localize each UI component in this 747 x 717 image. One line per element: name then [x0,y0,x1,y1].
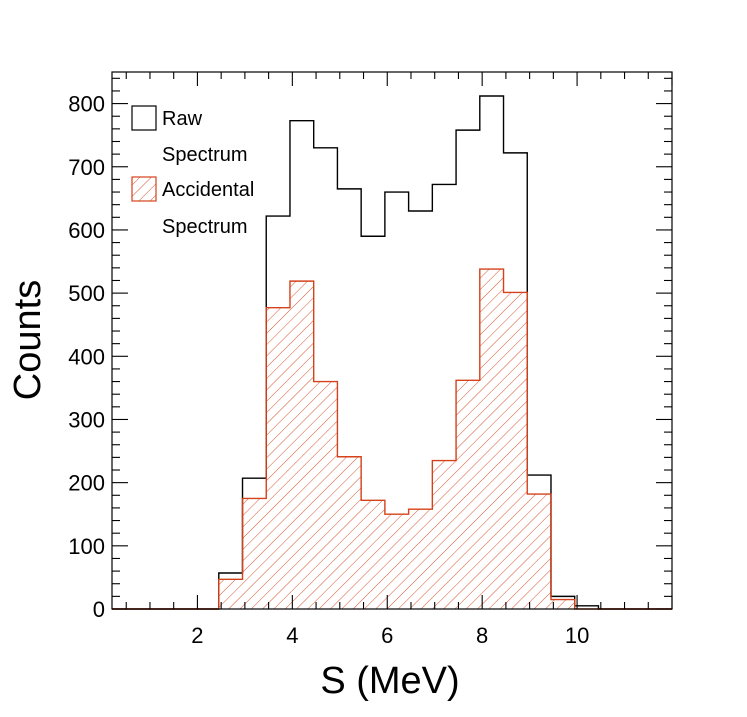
accidental-spectrum-fill [112,269,672,609]
y-tick-labels: 0 100 200 300 400 500 600 700 800 [68,92,105,622]
x-tick-label: 8 [476,623,488,648]
y-tick-label: 100 [68,534,105,559]
y-tick-label: 600 [68,218,105,243]
y-tick-label: 800 [68,92,105,117]
x-tick-label: 6 [381,623,393,648]
y-axis-title: Counts [7,280,49,400]
x-tick-label: 4 [286,623,298,648]
legend-label-raw-line2: Spectrum [162,144,248,166]
legend-swatch-raw [131,105,157,131]
legend-swatch-accidental [131,176,157,202]
y-tick-label: 200 [68,471,105,496]
y-tick-label: 500 [68,281,105,306]
raw-spectrum-line [112,95,672,610]
y-tick-label: 0 [93,597,105,622]
y-tick-label: 400 [68,344,105,369]
legend: Raw Spectrum Accidental Spectrum [131,105,254,238]
legend-label-raw-line1: Raw [162,108,203,130]
x-tick-label: 10 [565,623,589,648]
legend-label-accidental-line1: Accidental [162,179,254,201]
accidental-spectrum-line [112,268,672,610]
legend-label-accidental-line2: Spectrum [162,216,248,238]
x-axis-title: S (MeV) [320,660,459,702]
plot-frame [111,71,673,610]
x-tick-labels: 2 4 6 8 10 [191,623,589,648]
y-tick-label: 300 [68,407,105,432]
x-tick-label: 2 [191,623,203,648]
y-tick-label: 700 [68,155,105,180]
